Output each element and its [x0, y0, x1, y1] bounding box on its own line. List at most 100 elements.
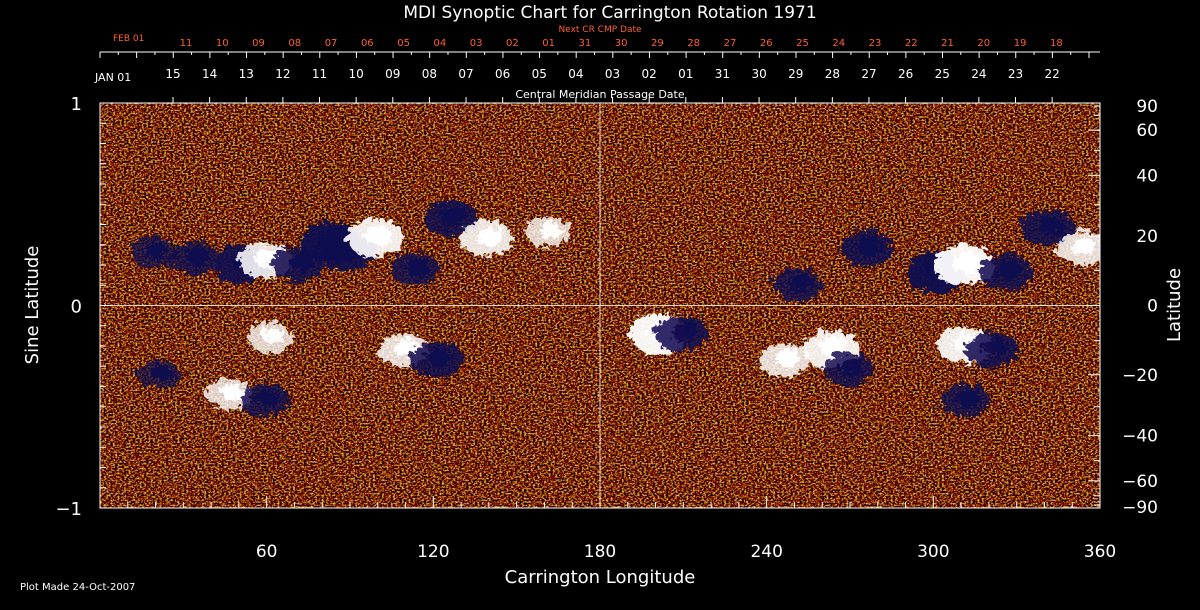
next-cr-date-label: 26: [760, 38, 773, 49]
magnetic-region-core-1: [182, 243, 207, 262]
cmp-date-label: 09: [385, 67, 400, 81]
next-cr-date-label: 07: [325, 38, 338, 49]
magnetic-region-core-19: [668, 318, 694, 338]
magnetic-region-core-9: [437, 202, 463, 222]
next-cr-date-label: 31: [579, 38, 592, 49]
next-cr-date-label: 03: [470, 38, 483, 49]
cmp-date-label: 06: [495, 67, 510, 81]
next-cr-date-label: 08: [288, 38, 301, 49]
next-cr-date-label: 11: [180, 38, 193, 49]
cmp-date-label: 01: [678, 67, 693, 81]
magnetic-region-core-28: [817, 333, 845, 355]
magnetic-region-core-11: [536, 218, 559, 235]
x-tick-label-180: 180: [584, 542, 616, 562]
cmp-date-label: 03: [605, 67, 620, 81]
cmp-date-label: 07: [458, 67, 473, 81]
next-cr-axis: Next CR CMP Date FEB 01 11 10 09 08 07 06 05 04…: [99, 25, 1100, 58]
x-axis: 60 120 180 240 300 360: [99, 496, 1116, 562]
magnetic-region-core-32: [952, 385, 976, 404]
magnetic-region-core-13: [148, 360, 169, 376]
magnetic-region-core-31: [979, 334, 1005, 354]
x-tick-label-60: 60: [256, 542, 278, 562]
x-tick-label-120: 120: [417, 542, 449, 562]
cmp-date-label: 04: [568, 67, 583, 81]
next-cr-date-label: 19: [1014, 38, 1027, 49]
magnetic-region-core-23: [949, 248, 979, 270]
cmp-date-label: 29: [788, 67, 803, 81]
magnetic-region-core-12: [258, 323, 281, 341]
magnetic-region-core-14: [216, 380, 240, 397]
next-cr-date-label: 18: [1050, 38, 1063, 49]
y-axis-right: 90 60 40 20 0 −20 −40 −60 −90: [1088, 97, 1158, 518]
y-right-tick-label: −60: [1122, 472, 1158, 492]
cmp-axis: JAN 01 Central Meridian Passage Date 15 1…: [94, 67, 1060, 103]
next-cr-start-label: FEB 01: [113, 34, 144, 44]
cmp-axis-label: Central Meridian Passage Date: [515, 88, 684, 101]
y-right-tick-label: −40: [1122, 427, 1158, 447]
chart-title: MDI Synoptic Chart for Carrington Rotati…: [403, 3, 816, 23]
cmp-date-label: 02: [642, 67, 657, 81]
next-cr-date-label: 27: [724, 38, 737, 49]
next-cr-date-label: 22: [905, 38, 918, 49]
plot-footnote: Plot Made 24-Oct-2007: [20, 582, 135, 593]
cmp-date-label: 28: [825, 67, 840, 81]
next-cr-date-label: 06: [361, 38, 374, 49]
cmp-date-label: 14: [202, 67, 217, 81]
next-cr-date-label: 28: [687, 38, 700, 49]
magnetic-region-core-0: [141, 238, 165, 256]
magnetic-regions: [127, 196, 1100, 414]
next-cr-date-label: 24: [832, 38, 845, 49]
magnetic-region-core-20: [785, 270, 810, 289]
y-right-tick-label: 60: [1136, 121, 1158, 141]
magnetic-region-core-4: [284, 249, 311, 269]
cmp-date-label: 05: [532, 67, 547, 81]
x-axis-label: Carrington Longitude: [505, 567, 696, 588]
y-right-tick-label: −90: [1122, 498, 1158, 518]
next-cr-axis-label: Next CR CMP Date: [558, 25, 642, 35]
next-cr-date-label: 29: [651, 38, 664, 49]
magnetic-region-core-10: [473, 223, 500, 243]
magnetic-region-core-16: [391, 335, 415, 353]
y-right-tick-label: 20: [1136, 227, 1158, 247]
magnetic-region-core-27: [771, 345, 796, 364]
magnetic-region-core-21: [854, 233, 880, 253]
magnetic-region-core-25: [1034, 212, 1061, 233]
y-left-tick-label: −1: [55, 499, 82, 520]
next-cr-date-label: 05: [397, 38, 410, 49]
y-axis-left-label: Sine Latitude: [22, 246, 43, 365]
cmp-date-label: 24: [971, 67, 986, 81]
y-right-tick-label: 40: [1136, 166, 1158, 186]
cmp-date-label: 23: [1008, 67, 1023, 81]
cmp-date-label: 31: [715, 67, 730, 81]
next-cr-date-label: 09: [252, 38, 265, 49]
x-tick-label-300: 300: [917, 542, 949, 562]
cmp-date-label: 27: [861, 67, 876, 81]
center-crosshair: [100, 103, 1100, 508]
x-tick-label-360: 360: [1084, 542, 1116, 562]
next-cr-date-label: 25: [796, 38, 809, 49]
cmp-date-label: 12: [275, 67, 290, 81]
next-cr-date-label: 10: [216, 38, 229, 49]
y-axis-left: 1 0 −1: [55, 94, 112, 520]
magnetic-region-core-7: [361, 222, 389, 243]
next-cr-date-label: 20: [977, 38, 990, 49]
cmp-date-label: 26: [898, 67, 913, 81]
next-cr-date-label: 04: [433, 38, 446, 49]
next-cr-date-label: 02: [506, 38, 519, 49]
y-right-tick-label: 90: [1136, 97, 1158, 117]
next-cr-date-label: 01: [542, 38, 555, 49]
magnetic-region-core-26: [1068, 233, 1093, 252]
cmp-date-label: 15: [165, 67, 180, 81]
cmp-start-label: JAN 01: [94, 71, 131, 84]
y-axis-right-label: Latitude: [1164, 268, 1185, 342]
next-cr-date-label: 21: [941, 38, 954, 49]
cmp-date-label: 10: [349, 67, 364, 81]
magnetic-region-core-29: [835, 355, 860, 374]
cmp-date-label: 11: [312, 67, 327, 81]
next-cr-date-label: 23: [869, 38, 882, 49]
y-left-tick-label: 0: [71, 297, 82, 318]
cmp-date-label: 22: [1044, 67, 1059, 81]
x-tick-label-240: 240: [750, 542, 782, 562]
y-left-tick-label: 1: [71, 94, 82, 115]
y-right-tick-label: 0: [1147, 297, 1158, 317]
